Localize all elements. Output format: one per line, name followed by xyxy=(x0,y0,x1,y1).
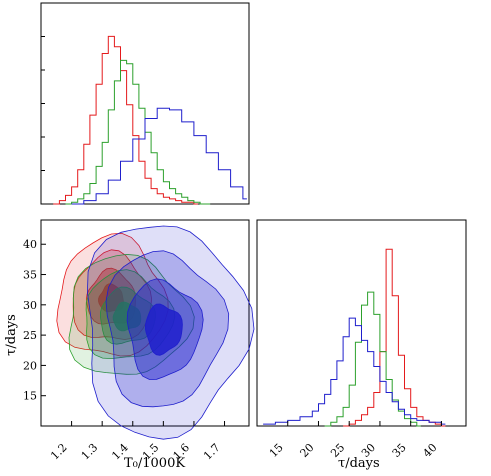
bl-ytick-label-2: 25 xyxy=(23,329,37,342)
br-xtick-label-5: 40 xyxy=(420,441,439,460)
bl-ytick-label-1: 20 xyxy=(23,359,37,372)
br-xtick-label-0: 15 xyxy=(267,441,286,460)
bl-xtick-label-0: 1.2 xyxy=(48,441,70,463)
bl-ytick-label-0: 15 xyxy=(23,390,37,403)
bl-ytick-label-5: 40 xyxy=(23,238,37,251)
bottom-right-histogram-panel: 15 20 25 30 35 40 xyxy=(263,248,446,460)
x-axis-label-left: T₀/1000K xyxy=(124,456,185,471)
br-xtick-label-1: 20 xyxy=(298,441,317,460)
bl-ytick-label-4: 35 xyxy=(23,269,37,282)
contour-series-1-level-3 xyxy=(112,301,142,332)
top-histogram-series-1 xyxy=(65,59,211,205)
y-axis-label-left: τ/days xyxy=(4,314,19,356)
bl-ytick-label-3: 30 xyxy=(23,299,37,312)
bl-xtick-label-1: 1.3 xyxy=(79,441,101,463)
bottom-left-panel-frame xyxy=(40,219,250,427)
top-histogram-series-2 xyxy=(71,107,247,205)
bl-xtick-label-5: 1.7 xyxy=(201,441,223,463)
top-histogram-series-0 xyxy=(53,35,198,205)
br-xtick-label-4: 35 xyxy=(390,441,409,460)
right-histogram-series-1 xyxy=(324,291,421,427)
x-axis-label-right: τ/days xyxy=(338,456,380,471)
bottom-right-panel-frame xyxy=(256,219,467,427)
top-left-histogram-panel xyxy=(41,35,247,205)
contour-series-2-level-3 xyxy=(144,303,183,356)
right-histogram-series-2 xyxy=(263,317,446,425)
right-histogram-series-0 xyxy=(343,248,446,427)
